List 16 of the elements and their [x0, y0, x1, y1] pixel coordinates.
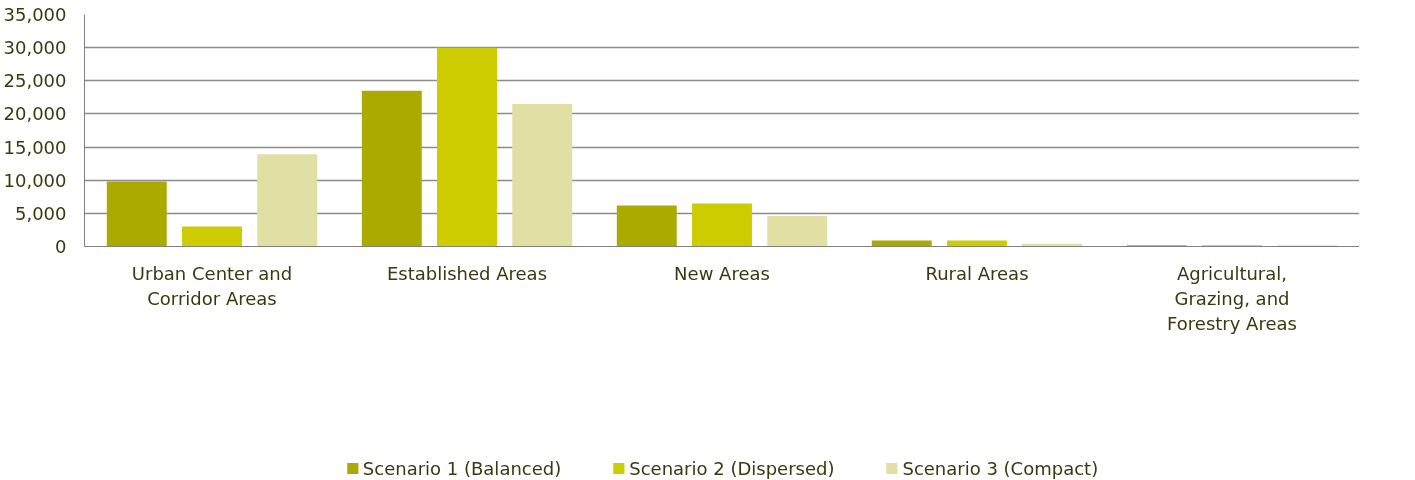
y-tick-label: 0 [55, 236, 67, 257]
x-tick-label: Urban Center and Corridor Areas [131, 262, 293, 309]
y-tick-label: 35,000 [3, 4, 67, 25]
legend-label: Scenario 2 (Dispersed) [629, 457, 835, 479]
x-tick-label: Rural Areas [925, 262, 1029, 284]
x-tick-label: Agricultural, Grazing, and Forestry Areas [1167, 262, 1297, 334]
y-tick-label: 25,000 [3, 70, 67, 92]
legend-label: Scenario 1 (Balanced) [362, 457, 562, 479]
x-tick-label: Established Areas [386, 262, 548, 284]
legend-label: Scenario 3 (Compact) [902, 457, 1099, 479]
y-tick-label: 10,000 [3, 169, 67, 191]
x-tick-label: New Areas [674, 262, 770, 284]
y-tick-label: 15,000 [3, 136, 67, 158]
y-tick-label: 5,000 [14, 202, 67, 224]
y-tick-label: 30,000 [3, 37, 67, 59]
y-tick-label: 20,000 [3, 103, 67, 125]
